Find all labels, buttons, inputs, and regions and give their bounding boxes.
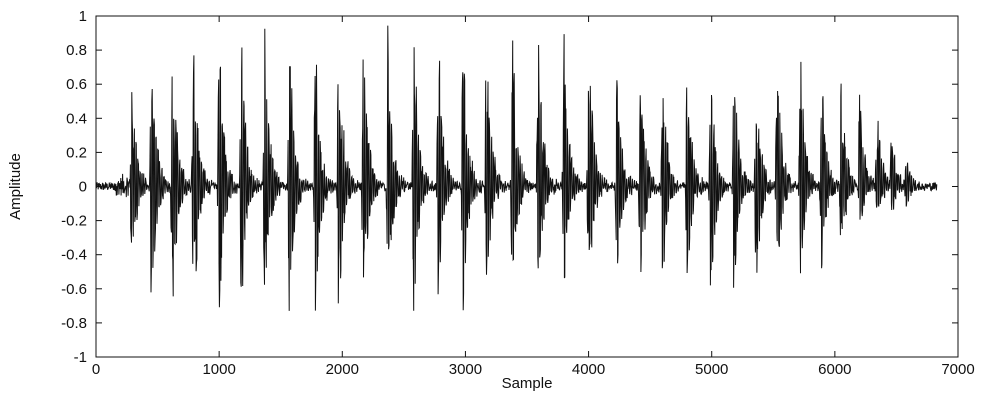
y-tick-label: 0.2 xyxy=(66,144,87,161)
x-tick-label: 0 xyxy=(92,361,100,378)
y-tick-label: 0.6 xyxy=(66,76,87,93)
y-tick-label: 1 xyxy=(79,8,87,25)
x-tick-label: 6000 xyxy=(818,361,851,378)
x-tick-label: 3000 xyxy=(449,361,482,378)
x-tick-label: 2000 xyxy=(326,361,359,378)
plot-frame xyxy=(95,15,959,358)
x-axis-label: Sample xyxy=(502,375,553,392)
y-tick-label: -0.8 xyxy=(61,315,87,332)
y-tick-label: -0.4 xyxy=(61,247,87,264)
x-tick-label: 1000 xyxy=(202,361,235,378)
signal-line-0 xyxy=(95,25,938,311)
y-tick-label: -1 xyxy=(74,349,87,366)
x-tick-label: 5000 xyxy=(695,361,728,378)
y-axis: -1 -0.8 -0.6 -0.4 -0.2 0 0.2 0.4 0.6 0.8 1 xyxy=(61,8,958,366)
y-tick-label: -0.2 xyxy=(61,213,87,230)
x-tick-label: 4000 xyxy=(572,361,605,378)
y-tick-label: 0.8 xyxy=(66,42,87,59)
plot-area xyxy=(95,25,938,311)
y-tick-label: 0.4 xyxy=(66,110,87,127)
y-tick-label: 0 xyxy=(79,179,87,196)
x-tick-label: 7000 xyxy=(941,361,974,378)
y-tick-label: -0.6 xyxy=(61,281,87,298)
x-axis: 0 1000 2000 3000 4000 5000 6000 7000 xyxy=(92,16,975,378)
y-axis-label: Amplitude xyxy=(7,153,24,220)
